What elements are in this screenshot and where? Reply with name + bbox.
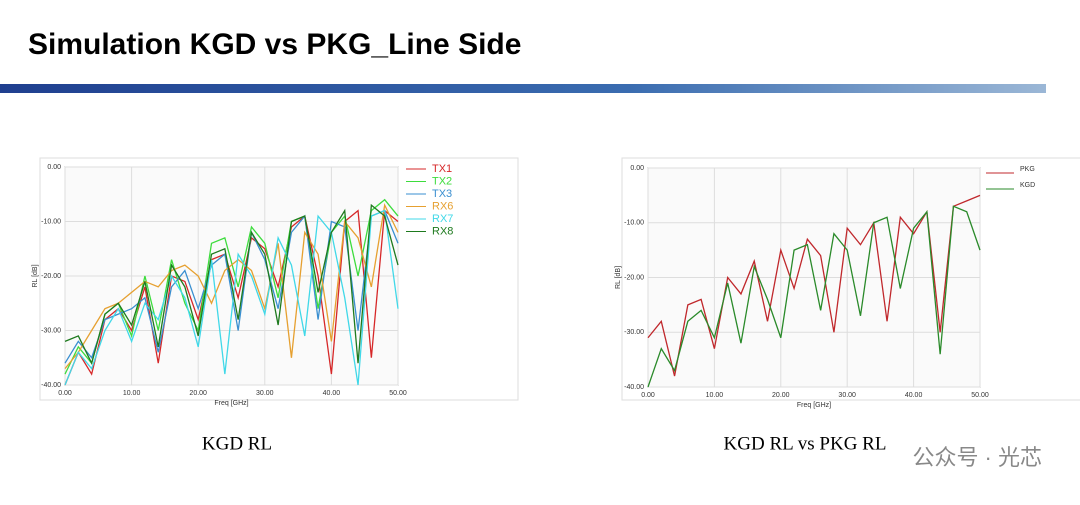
x-tick-label: 20.00 <box>189 390 207 397</box>
series-line <box>64 198 399 375</box>
y-tick-label: -30.00 <box>41 327 61 334</box>
x-tick-label: 10.00 <box>123 390 141 397</box>
x-tick-label: 20.00 <box>772 392 790 399</box>
legend-label: RX7 <box>432 213 453 225</box>
y-tick-label: -20.00 <box>624 274 644 281</box>
x-tick-label: 40.00 <box>323 390 341 397</box>
legend-label: KGD <box>1020 182 1035 189</box>
legend-label: TX2 <box>432 175 452 187</box>
y-tick-label: -40.00 <box>41 382 61 389</box>
y-tick-label: 0.00 <box>47 164 61 171</box>
x-axis-label: Freq [GHz] <box>214 400 248 407</box>
watermark: 公众号 · 光芯 <box>912 445 1042 470</box>
series-line <box>647 205 981 388</box>
legend-label: RX6 <box>432 200 453 212</box>
series-line <box>64 203 399 370</box>
legend-label: RX8 <box>432 225 453 237</box>
y-tick-label: -30.00 <box>624 329 644 336</box>
x-tick-label: 0.00 <box>641 392 655 399</box>
series-line <box>64 203 399 366</box>
x-tick-label: 40.00 <box>905 392 923 399</box>
series-line <box>64 209 399 386</box>
legend-label: PKG <box>1020 166 1035 173</box>
y-axis-label: RL [dB] <box>615 266 622 289</box>
legend-label: TX3 <box>432 188 452 200</box>
y-tick-label: 0.00 <box>630 165 644 172</box>
x-tick-label: 50.00 <box>389 390 407 397</box>
x-tick-label: 0.00 <box>58 390 72 397</box>
legend-label: TX1 <box>432 163 452 175</box>
x-tick-label: 50.00 <box>971 392 989 399</box>
chart-caption: KGD RL <box>202 433 272 454</box>
header-bar <box>0 84 1046 93</box>
x-axis-label: Freq [GHz] <box>797 402 831 409</box>
y-axis-label: RL [dB] <box>32 264 39 287</box>
chart-caption: KGD RL vs PKG RL <box>724 433 887 454</box>
x-tick-label: 10.00 <box>706 392 724 399</box>
y-tick-label: -20.00 <box>41 273 61 280</box>
x-tick-label: 30.00 <box>256 390 274 397</box>
slide-title: Simulation KGD vs PKG_Line Side <box>28 28 521 61</box>
x-tick-label: 30.00 <box>838 392 856 399</box>
y-tick-label: -10.00 <box>624 220 644 227</box>
y-tick-label: -40.00 <box>624 384 644 391</box>
y-tick-label: -10.00 <box>41 218 61 225</box>
